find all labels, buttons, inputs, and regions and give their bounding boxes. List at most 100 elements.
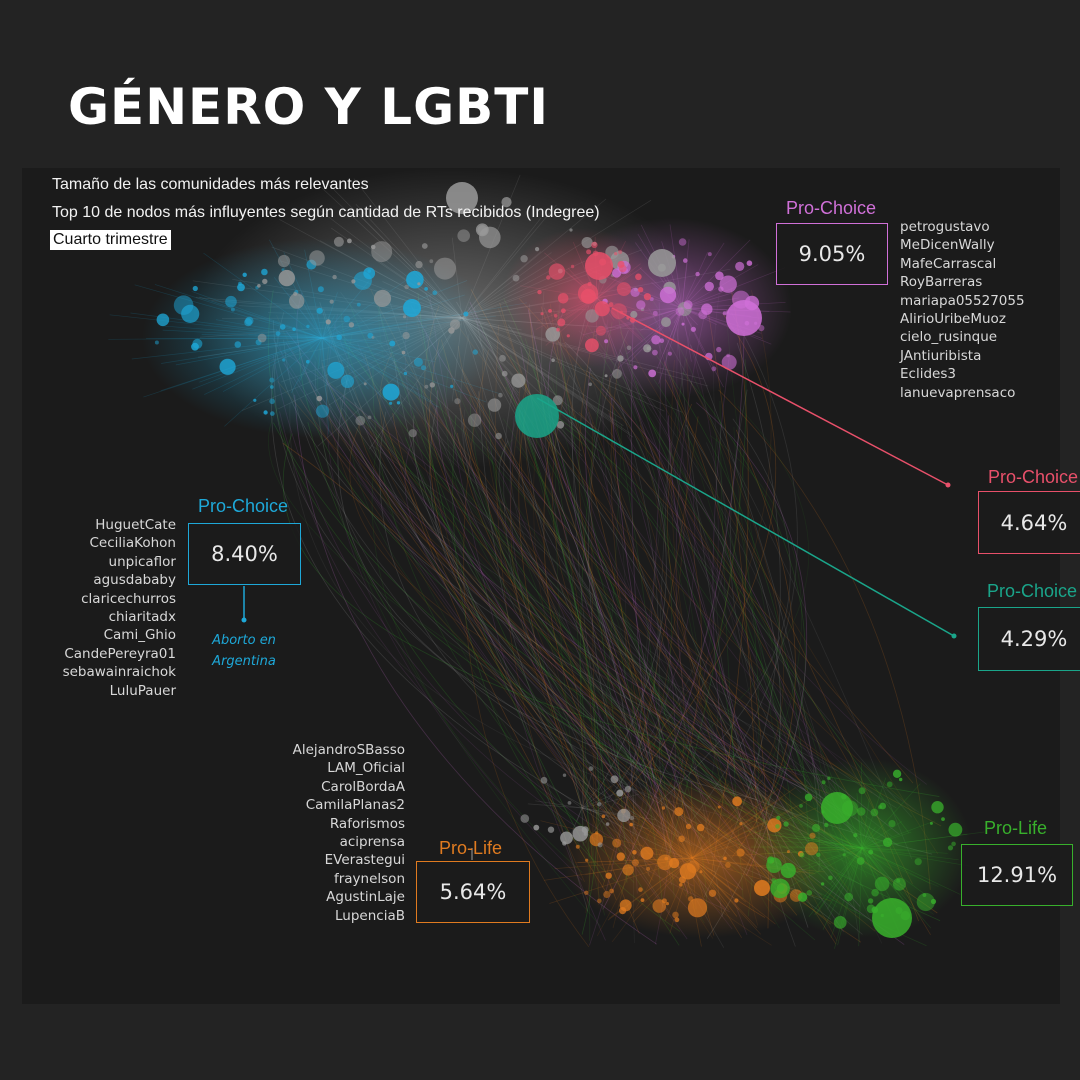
network-node [874,876,890,892]
network-node [882,837,893,847]
network-node [716,346,722,353]
network-node [824,822,829,828]
teal-callout-line [536,397,955,637]
network-node [629,822,633,827]
network-node [643,344,652,353]
network-edge [581,768,585,809]
network-node [567,801,572,805]
network-node [487,398,502,412]
network-node [605,872,612,879]
network-node [371,335,375,339]
orange-user-7: EVerastegui [324,852,405,869]
network-node [282,358,286,362]
network-node [616,789,624,797]
cyan-user-4: agusdababy [93,572,176,589]
cyan-community-percent: 8.40% [188,523,301,585]
network-node [413,357,423,367]
network-node [652,349,658,356]
violet-user-8: JAntiuribista [900,347,982,364]
network-node [401,350,406,355]
network-node [552,395,563,406]
network-edge [282,433,940,797]
network-node [812,823,821,833]
network-node [356,302,361,307]
network-node [739,822,743,826]
network-node [711,366,717,372]
network-edge [548,410,812,802]
hub-node [754,880,770,896]
orange-top-users: AlejandroSBasso LAM_Oficial CarolBordaA Cam… [250,741,405,925]
network-node [403,371,408,376]
cyan-user-7: Cami_Ghio [103,627,176,644]
orange-user-2: LAM_Oficial [327,760,405,777]
network-node [616,282,631,297]
network-node [343,315,351,323]
network-edge [655,406,810,771]
violet-user-9: Eclides3 [900,366,956,383]
network-node [821,780,826,785]
network-node [585,858,589,862]
network-node [501,370,508,377]
network-node [545,327,560,342]
network-node [306,324,310,329]
network-node [329,299,334,304]
network-node [616,852,625,861]
network-node [316,307,323,314]
network-node [597,898,602,904]
hub-node [403,299,421,317]
network-node [244,318,253,327]
network-node [678,238,687,246]
network-node [597,842,603,848]
network-node [858,787,866,795]
page-title: GÉNERO Y LGBTI [68,78,549,136]
network-edge [633,333,696,770]
orange-user-10: LupenciaB [335,907,405,924]
green-community-glow [752,758,972,938]
network-node [804,793,813,802]
network-node [617,808,631,823]
network-node [726,353,730,358]
network-node [370,244,376,250]
network-node [572,825,589,842]
network-node [588,766,594,771]
network-node [501,197,512,208]
violet-user-1: petrogustavo [900,219,990,235]
network-node [396,401,401,405]
network-edge [690,381,784,791]
network-node [659,286,677,304]
network-node [332,274,337,280]
network-node [690,326,697,332]
hub-node [648,249,676,277]
network-node [601,814,606,819]
network-node [899,777,903,782]
network-node [637,287,644,293]
network-node [842,853,846,857]
network-edge [564,427,736,773]
network-node [327,361,345,379]
network-node [646,866,651,871]
network-node [674,917,680,923]
network-node [833,916,847,929]
network-node [619,907,627,915]
hub-node [726,300,762,336]
network-node [537,289,542,295]
network-edge [581,787,599,809]
cyan-user-10: LuluPauer [109,682,176,699]
network-node [511,373,526,388]
network-node [230,307,235,312]
orange-user-5: Raforismos [329,815,405,832]
network-node [424,384,429,389]
cyan-note-line-1: Aborto en [212,633,276,648]
network-node [325,319,331,325]
network-node [560,831,573,845]
network-node [651,335,661,345]
network-node [708,889,717,897]
network-edge [709,435,802,771]
network-node [449,319,461,330]
network-node [367,332,374,339]
network-node [722,311,727,316]
network-node [347,238,352,244]
cyan-user-5: claricechurros [81,590,176,607]
network-node [234,341,242,348]
network-node [667,351,673,356]
